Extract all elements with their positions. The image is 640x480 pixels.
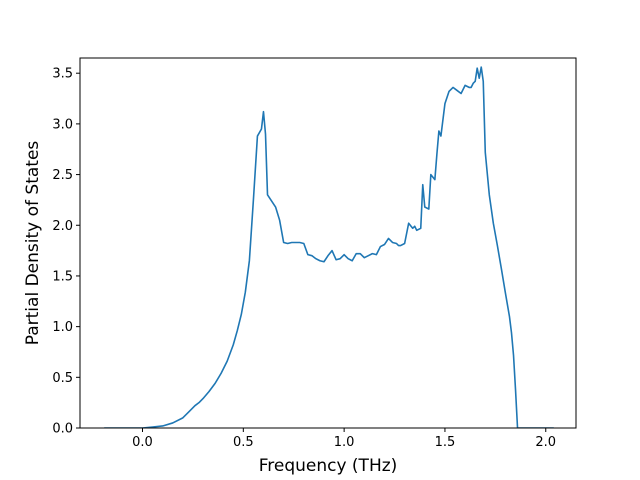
y-tick-label: 0.0 (52, 422, 73, 437)
axes-frame (79, 57, 577, 429)
y-tick-label: 3.0 (52, 117, 73, 132)
y-tick-label: 2.5 (52, 168, 73, 183)
x-tick-label: 1.5 (435, 435, 456, 450)
y-tick-label: 1.5 (52, 269, 73, 284)
x-tick-label: 2.0 (535, 435, 556, 450)
y-tick-label: 0.5 (52, 371, 73, 386)
x-tick-label: 1.0 (334, 435, 355, 450)
y-tick-label: 1.0 (52, 320, 73, 335)
series-line-0 (104, 66, 554, 428)
tick-marks: 0.0 0.5 1.0 1.5 2.0 0.0 0.5 1.0 1.5 2.0 2.5 3.0 3.5 (52, 67, 556, 450)
plot-area (104, 66, 554, 428)
y-tick-label: 3.5 (52, 67, 73, 82)
x-tick-label: 0.0 (132, 435, 153, 450)
x-tick-label: 0.5 (233, 435, 254, 450)
y-tick-label: 2.0 (52, 219, 73, 234)
y-axis-title: Partial Density of States (23, 141, 43, 346)
x-axis-title: Frequency (THz) (259, 456, 398, 476)
